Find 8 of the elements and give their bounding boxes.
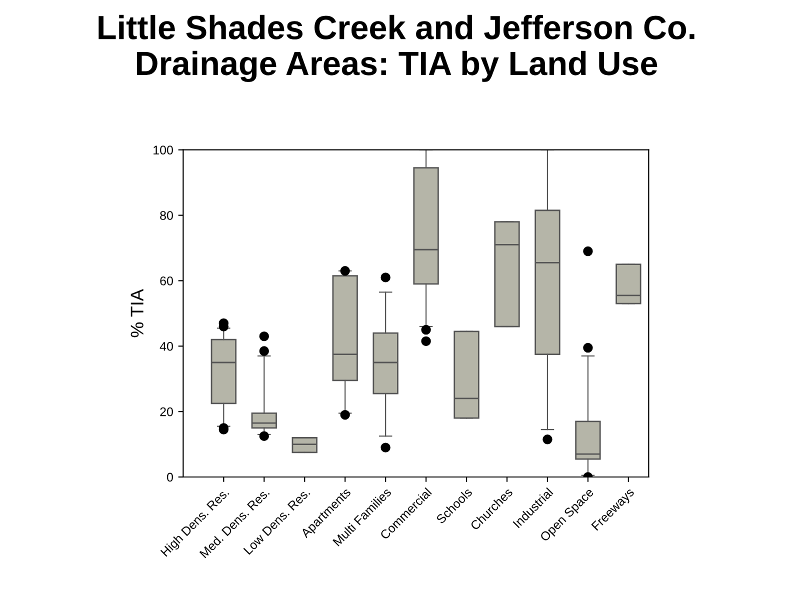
chart-title: Little Shades Creek and Jefferson Co. Drainage Areas: TIA by Land Use [98, 14, 694, 82]
y-tick-label: 40 [160, 342, 173, 351]
y-tick-label: 20 [160, 407, 173, 416]
y-tick-label: 60 [160, 276, 173, 286]
y-axis-title: % TIA [130, 289, 144, 338]
y-tick-label: 100 [154, 146, 173, 154]
y-tick-label: 80 [160, 211, 173, 220]
y-tick-label: 0 [167, 472, 173, 482]
